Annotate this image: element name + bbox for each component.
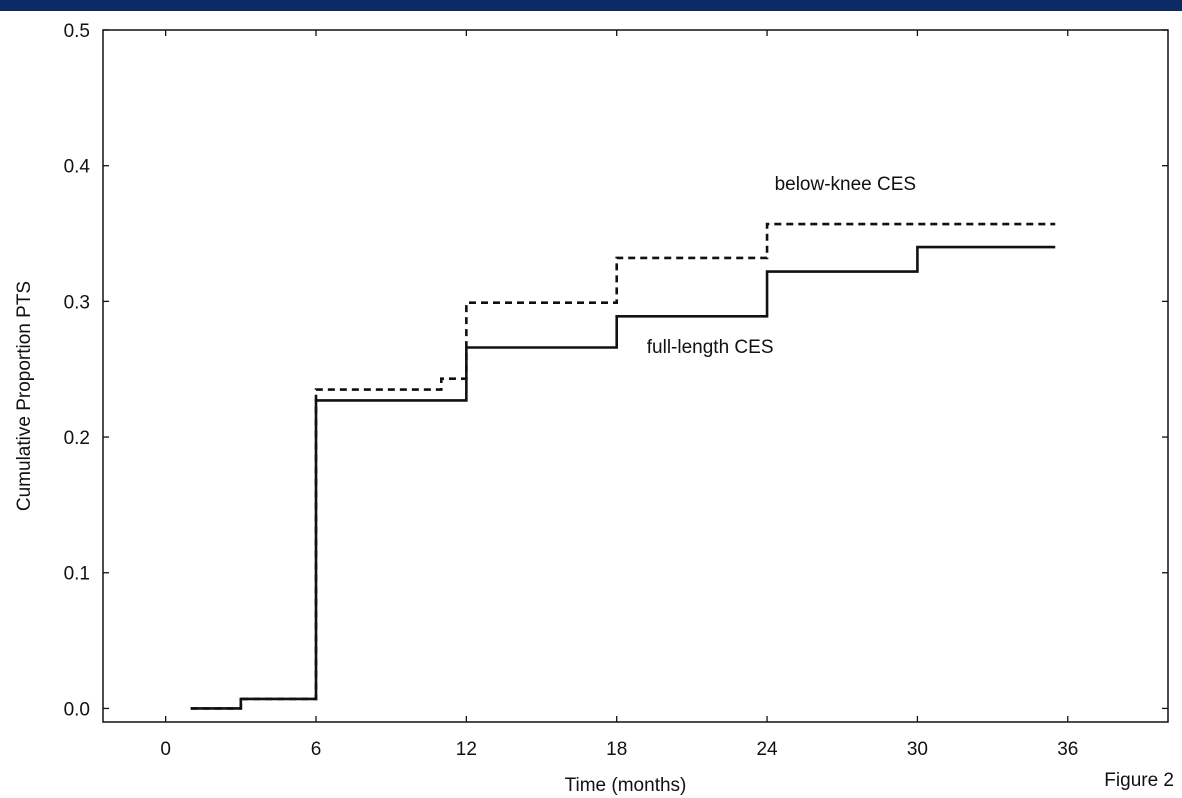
y-tick-label: 0.0 [64, 699, 90, 720]
series-annotation: full-length CES [647, 337, 774, 358]
plot-border [102, 29, 1169, 723]
y-tick-label: 0.5 [64, 21, 90, 42]
series-line-full-length-ces [190, 245, 1056, 710]
y-axis-label: Cumulative Proportion PTS [14, 281, 35, 511]
series-annotation: below-knee CES [775, 174, 917, 195]
annotations: below-knee CES full-length CES [647, 174, 916, 358]
x-tick-label: 18 [606, 739, 627, 760]
y-axis-ticks: 0.0 0.1 0.2 0.3 0.4 0.5 [64, 21, 1168, 720]
x-tick-label: 24 [756, 739, 778, 760]
x-axis-ticks: 0 6 12 18 24 30 36 [160, 30, 1078, 760]
y-tick-label: 0.4 [64, 157, 91, 178]
y-tick-label: 0.1 [64, 564, 90, 585]
y-tick-label: 0.2 [64, 428, 90, 449]
header-bar [0, 0, 1182, 11]
x-tick-label: 0 [160, 739, 171, 760]
series-line-below-knee-ces [190, 222, 1056, 710]
x-tick-label: 36 [1057, 739, 1078, 760]
figure-label: Figure 2 [1104, 770, 1174, 791]
series-lines [190, 222, 1056, 710]
y-tick-label: 0.3 [64, 292, 90, 313]
plot-frame [102, 29, 1169, 723]
x-tick-label: 6 [311, 739, 322, 760]
x-tick-label: 12 [456, 739, 477, 760]
x-tick-label: 30 [907, 739, 928, 760]
x-axis-label: Time (months) [565, 775, 687, 796]
